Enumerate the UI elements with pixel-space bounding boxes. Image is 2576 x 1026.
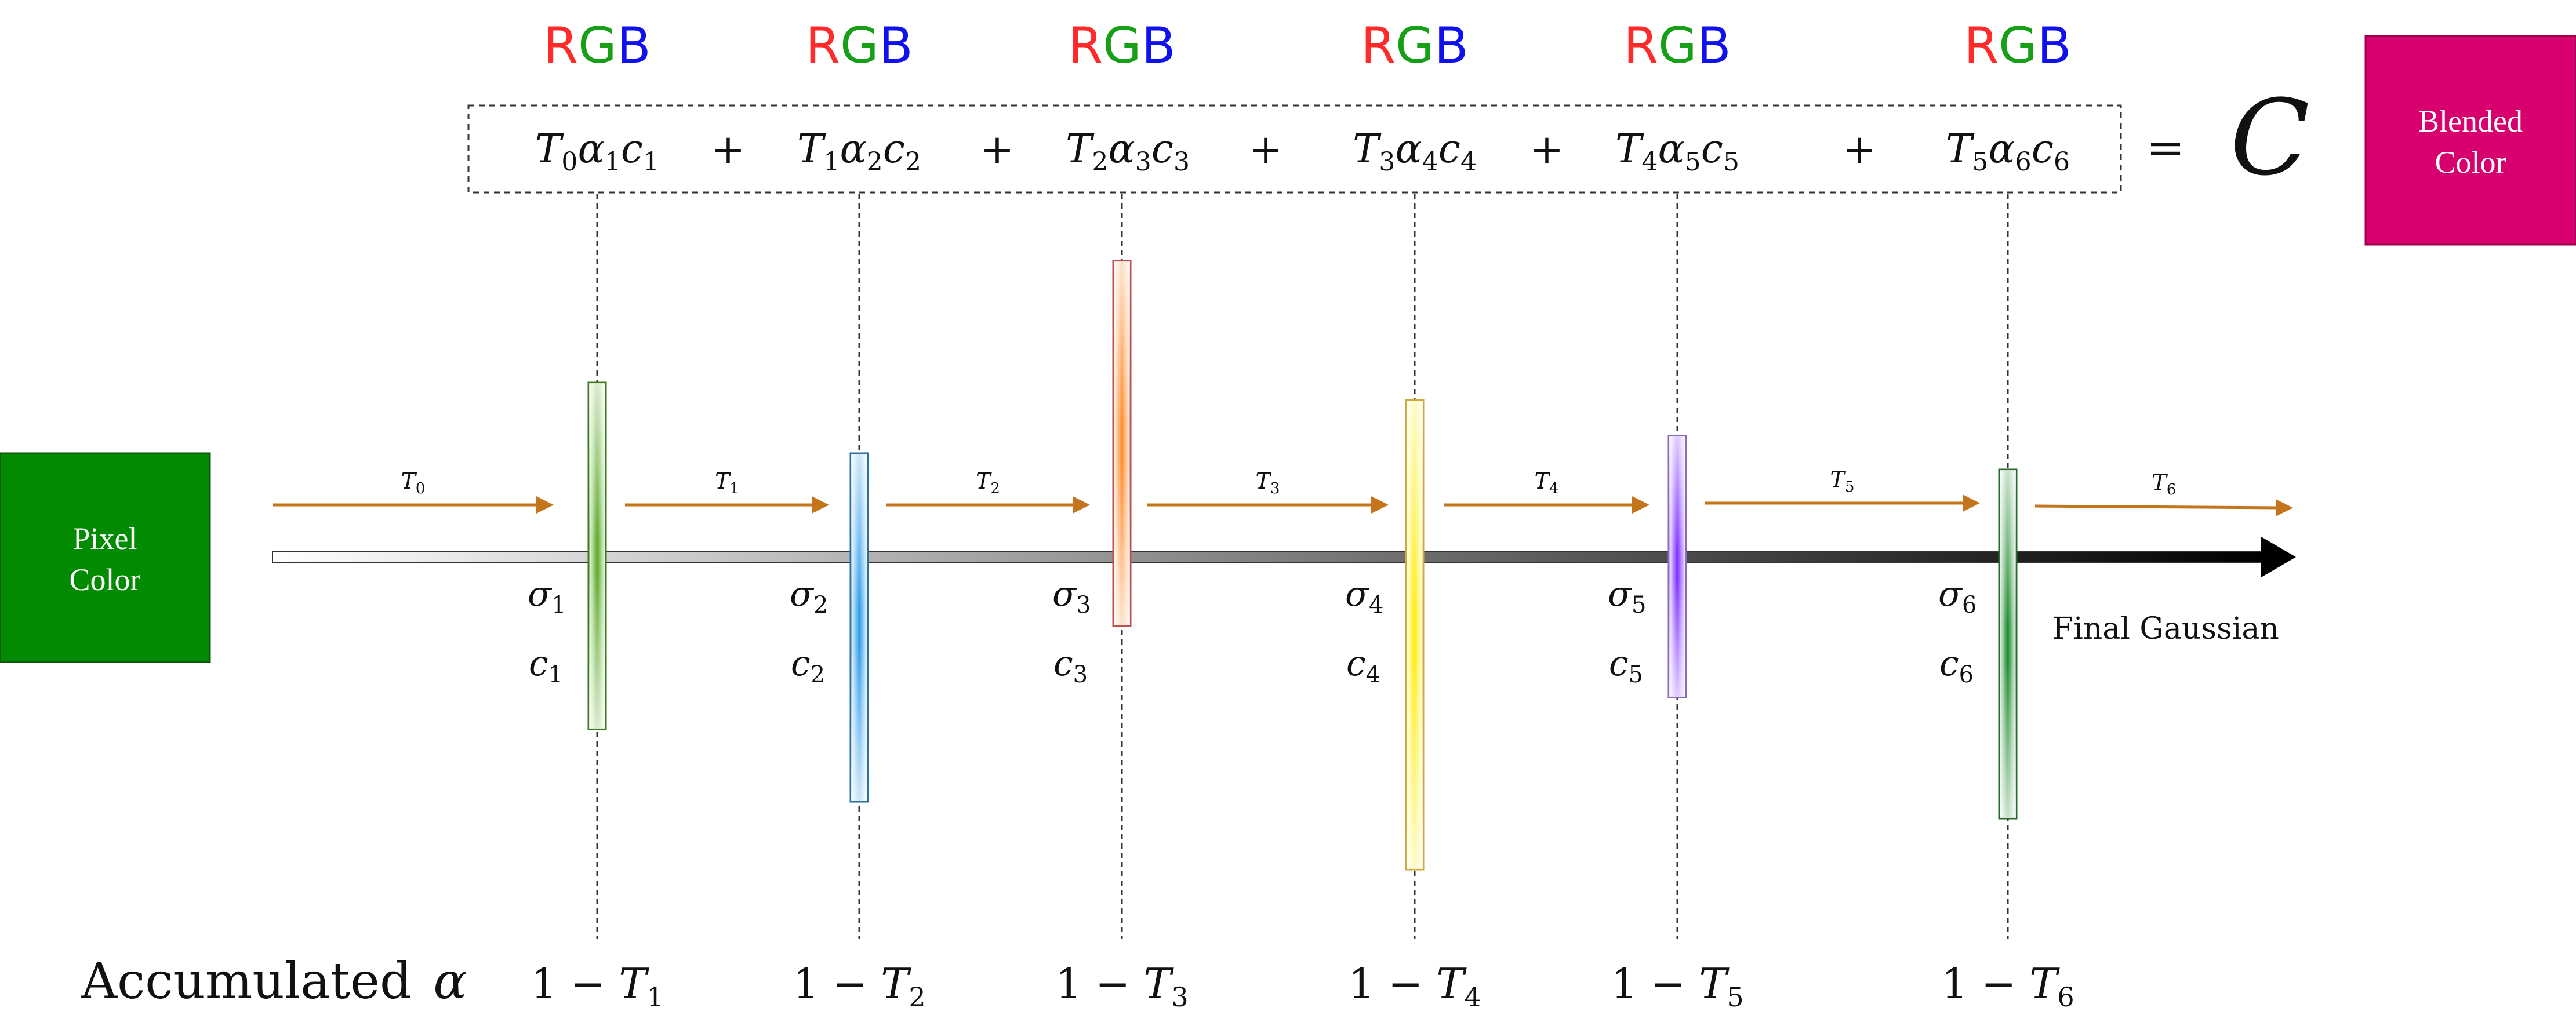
- plus-signs: + + + + +: [711, 126, 1877, 173]
- transmittance-label: T0: [401, 468, 426, 497]
- rgb-label: RGB: [1068, 17, 1175, 75]
- color-label: c4: [1346, 643, 1380, 688]
- equation-term: T0 α1 c1: [535, 126, 659, 177]
- plus-sign: +: [1249, 126, 1283, 173]
- accumulated-term: 1 − T3: [1055, 959, 1188, 1013]
- pixel-color-label-line2: Color: [69, 562, 140, 597]
- accumulated-term: 1 − T2: [793, 959, 925, 1013]
- transmittance-label: T6: [2152, 470, 2177, 499]
- color-label: c6: [1939, 643, 1974, 688]
- blended-color-label-line2: Color: [2435, 145, 2506, 180]
- sigma-label: σ2: [790, 574, 828, 618]
- accumulated-alpha-label: Accumulated α: [81, 952, 467, 1010]
- equation-term: T5 α6 c6: [1946, 126, 2070, 177]
- sigma-label: σ5: [1608, 574, 1646, 618]
- transmittance-arrow: T4: [1444, 468, 1649, 514]
- transmittance-arrow: T3: [1147, 468, 1389, 514]
- ray-arrowhead: [2261, 537, 2296, 577]
- transmittance-arrows: T0 T1 T2 T3 T4 T5 T6: [273, 467, 2293, 516]
- accumulated-term: 1 − T4: [1348, 959, 1481, 1013]
- accumulated-term: 1 − T6: [1941, 959, 2074, 1013]
- transmittance-arrow: T1: [625, 468, 829, 514]
- transmittance-label: T2: [976, 468, 1000, 497]
- sigma-label: σ1: [528, 574, 566, 618]
- blended-color-box: Blended Color: [2364, 35, 2576, 246]
- accumulated-alpha-symbol: α: [433, 952, 467, 1010]
- rgb-label: RGB: [1361, 17, 1468, 75]
- gaussian-labels: σ1 c1 σ2 c2 σ3 c3 σ4 c4 σ5 c5 σ6 c6: [528, 574, 1976, 688]
- gaussian-bars: [587, 260, 2018, 871]
- rgb-label: RGB: [1623, 17, 1731, 75]
- pixel-color-label-line1: Pixel: [72, 521, 137, 556]
- gaussian-bar: [1405, 399, 1425, 871]
- gaussian-bar: [1998, 468, 2018, 820]
- pixel-color-box: Pixel Color: [0, 452, 211, 663]
- final-gaussian-label: Final Gaussian: [2052, 612, 2279, 646]
- accumulated-terms: 1 − T1 1 − T2 1 − T3 1 − T4 1 − T5 1 − T6: [531, 959, 2074, 1013]
- plus-sign: +: [980, 126, 1015, 173]
- rgb-labels: RGB RGB RGB RGB RGB RGB: [543, 17, 2071, 75]
- color-label: c5: [1609, 643, 1643, 688]
- gaussian-bar: [1112, 260, 1132, 627]
- transmittance-label: T4: [1535, 468, 1559, 497]
- rgb-label: RGB: [1964, 17, 2071, 75]
- ray: [272, 537, 2296, 577]
- transmittance-arrow: T2: [886, 468, 1090, 514]
- guide-lines: [596, 194, 2009, 939]
- plus-sign: +: [1530, 126, 1564, 173]
- transmittance-label: T1: [715, 468, 739, 497]
- equation-term: T2 α3 c3: [1066, 126, 1190, 177]
- accumulated-term: 1 − T1: [531, 959, 663, 1013]
- color-label: c1: [529, 643, 563, 688]
- rgb-label: RGB: [543, 17, 651, 75]
- sigma-label: σ6: [1938, 574, 1976, 618]
- equation-term: T1 α2 c2: [797, 126, 921, 177]
- equation-term: T4 α5 c5: [1615, 126, 1739, 177]
- accumulated-text: Accumulated: [81, 952, 412, 1010]
- color-label: c2: [791, 643, 825, 688]
- equals-sign: =: [2146, 121, 2185, 174]
- gaussian-bar: [587, 381, 607, 730]
- transmittance-label: T5: [1830, 467, 1855, 496]
- transmittance-arrow: T0: [273, 468, 554, 514]
- gaussian-bar: [1667, 435, 1687, 698]
- transmittance-label: T3: [1256, 468, 1280, 497]
- svg-text:Accumulated α: Accumulated α: [81, 952, 467, 1010]
- equation-box: [467, 104, 2122, 194]
- blended-color-label-line1: Blended: [2418, 104, 2523, 139]
- transmittance-arrow: T5: [1705, 467, 1980, 512]
- plus-sign: +: [711, 126, 746, 173]
- blended-result-symbol: C: [2230, 78, 2310, 199]
- plus-sign: +: [1843, 126, 1877, 173]
- sigma-label: σ3: [1052, 574, 1091, 618]
- accumulated-term: 1 − T5: [1611, 959, 1743, 1013]
- gaussian-bar: [849, 452, 869, 803]
- transmittance-arrow: T6: [2034, 470, 2293, 516]
- equation-terms: T0 α1 c1 T1 α2 c2 T2 α3 c3 T3 α4 c4 T4 α…: [535, 126, 2070, 177]
- rgb-label: RGB: [805, 17, 913, 75]
- color-label: c3: [1053, 643, 1088, 688]
- equation-term: T3 α4 c4: [1353, 126, 1477, 177]
- sigma-label: σ4: [1345, 574, 1383, 618]
